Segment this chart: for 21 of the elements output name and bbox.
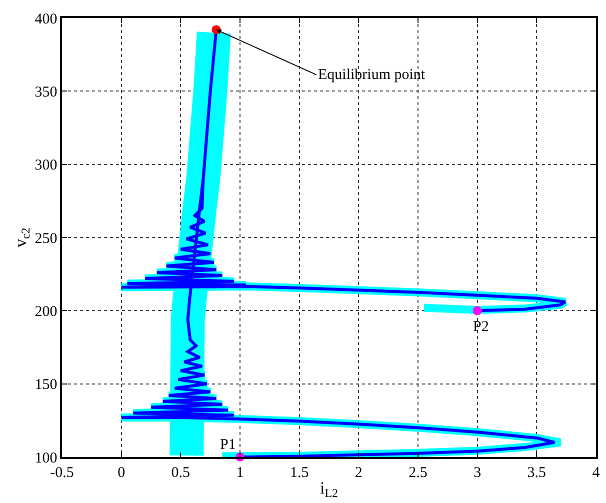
x-tick-label: 0 bbox=[118, 464, 126, 481]
y-tick-label: 150 bbox=[34, 377, 58, 394]
y-tick-label: 250 bbox=[34, 230, 58, 247]
annotation: P1 bbox=[220, 437, 236, 453]
x-tick-label: 3.5 bbox=[527, 464, 546, 481]
x-tick-label: 0.5 bbox=[171, 464, 190, 481]
x-axis-title: i$_{L2}$ bbox=[320, 478, 338, 500]
x-tick-label: 3 bbox=[474, 464, 482, 481]
annotation: P2 bbox=[473, 319, 489, 335]
x-tick-label: 1 bbox=[236, 464, 244, 481]
x-tick-label: -0.5 bbox=[50, 464, 74, 481]
x-tick-label: 4 bbox=[592, 464, 600, 481]
x-tick-label: 2 bbox=[354, 464, 362, 481]
y-tick-label: 400 bbox=[34, 11, 58, 28]
x-tick-label: 1.5 bbox=[290, 464, 309, 481]
y-tick-label: 350 bbox=[34, 84, 58, 100]
annotation: Equilibrium point bbox=[318, 67, 426, 83]
x-tick-label: 2.5 bbox=[408, 464, 428, 481]
y-tick-label: 300 bbox=[34, 158, 58, 174]
y-tick-label: 200 bbox=[34, 304, 58, 320]
y-tick-label: 100 bbox=[34, 450, 58, 466]
